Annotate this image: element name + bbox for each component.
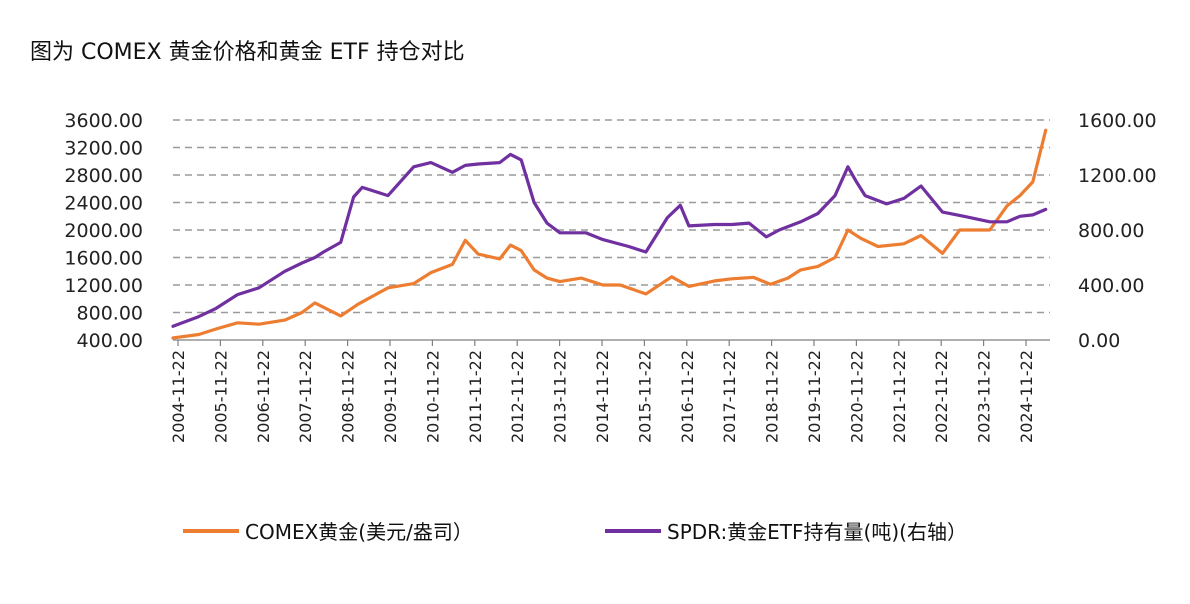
x-tick-label: 2012-11-22 bbox=[508, 350, 527, 443]
chart-title: 图为 COMEX 黄金价格和黄金 ETF 持仓对比 bbox=[30, 40, 465, 65]
x-tick-label: 2023-11-22 bbox=[975, 350, 994, 443]
x-tick-label: 2007-11-22 bbox=[296, 350, 315, 443]
x-tick-label: 2006-11-22 bbox=[254, 350, 273, 443]
x-tick-label: 2013-11-22 bbox=[551, 350, 570, 443]
x-tick-label: 2015-11-22 bbox=[635, 350, 654, 443]
left-y-tick-label: 2400.00 bbox=[64, 193, 143, 215]
legend-gold-label: COMEX黄金(美元/盎司） bbox=[245, 520, 473, 544]
left-y-tick-label: 2000.00 bbox=[64, 220, 143, 242]
right-y-tick-label: 1200.00 bbox=[1078, 165, 1157, 187]
series-line-comex-gold bbox=[171, 128, 1048, 340]
left-y-axis: 400.00 800.00 1200.00 1600.00 2000.00 2400.00… bbox=[64, 110, 143, 352]
right-y-tick-label: 1600.00 bbox=[1078, 110, 1157, 132]
x-tick-label: 2010-11-22 bbox=[423, 350, 442, 443]
x-tick-label: 2008-11-22 bbox=[339, 350, 358, 443]
left-y-tick-label: 400.00 bbox=[77, 330, 143, 352]
legend-etf: SPDR:黄金ETF持有量(吨)(右轴） bbox=[605, 516, 967, 545]
right-y-tick-label: 400.00 bbox=[1078, 275, 1144, 297]
legend-gold-swatch bbox=[183, 528, 239, 533]
x-tick-label: 2009-11-22 bbox=[381, 350, 400, 443]
x-tick-label: 2020-11-22 bbox=[847, 350, 866, 443]
x-tick-label: 2016-11-22 bbox=[678, 350, 697, 443]
series-group bbox=[171, 128, 1048, 340]
legend-etf-label: SPDR:黄金ETF持有量(吨)(右轴） bbox=[667, 520, 967, 544]
x-tick-label: 2018-11-22 bbox=[763, 350, 782, 443]
series-line-spdr-etf bbox=[171, 152, 1048, 328]
right-y-tick-label: 0.00 bbox=[1078, 330, 1120, 352]
x-tick-label: 2022-11-22 bbox=[932, 350, 951, 443]
left-y-tick-label: 1600.00 bbox=[64, 248, 143, 270]
x-tick-label: 2019-11-22 bbox=[805, 350, 824, 443]
legend-gold: COMEX黄金(美元/盎司） bbox=[183, 516, 473, 545]
left-y-tick-label: 1200.00 bbox=[64, 275, 143, 297]
left-y-tick-label: 3200.00 bbox=[64, 138, 143, 160]
x-tick-label: 2004-11-22 bbox=[169, 350, 188, 443]
left-y-tick-label: 800.00 bbox=[77, 303, 143, 325]
left-y-tick-label: 2800.00 bbox=[64, 165, 143, 187]
x-tick-label: 2014-11-22 bbox=[593, 350, 612, 443]
left-y-tick-label: 3600.00 bbox=[64, 110, 143, 132]
legend-etf-swatch bbox=[605, 528, 661, 533]
x-tick-label: 2024-11-22 bbox=[1017, 350, 1036, 443]
x-tick-label: 2021-11-22 bbox=[890, 350, 909, 443]
x-axis: 2004-11-22 2005-11-22 2006-11-22 2007-11-22… bbox=[169, 339, 1050, 443]
x-tick-label: 2017-11-22 bbox=[720, 350, 739, 443]
right-y-axis: 0.00 400.00 800.00 1200.00 1600.00 bbox=[1078, 110, 1157, 352]
x-tick-label: 2005-11-22 bbox=[211, 350, 230, 443]
right-y-tick-label: 800.00 bbox=[1078, 220, 1144, 242]
x-tick-label: 2011-11-22 bbox=[466, 350, 485, 443]
